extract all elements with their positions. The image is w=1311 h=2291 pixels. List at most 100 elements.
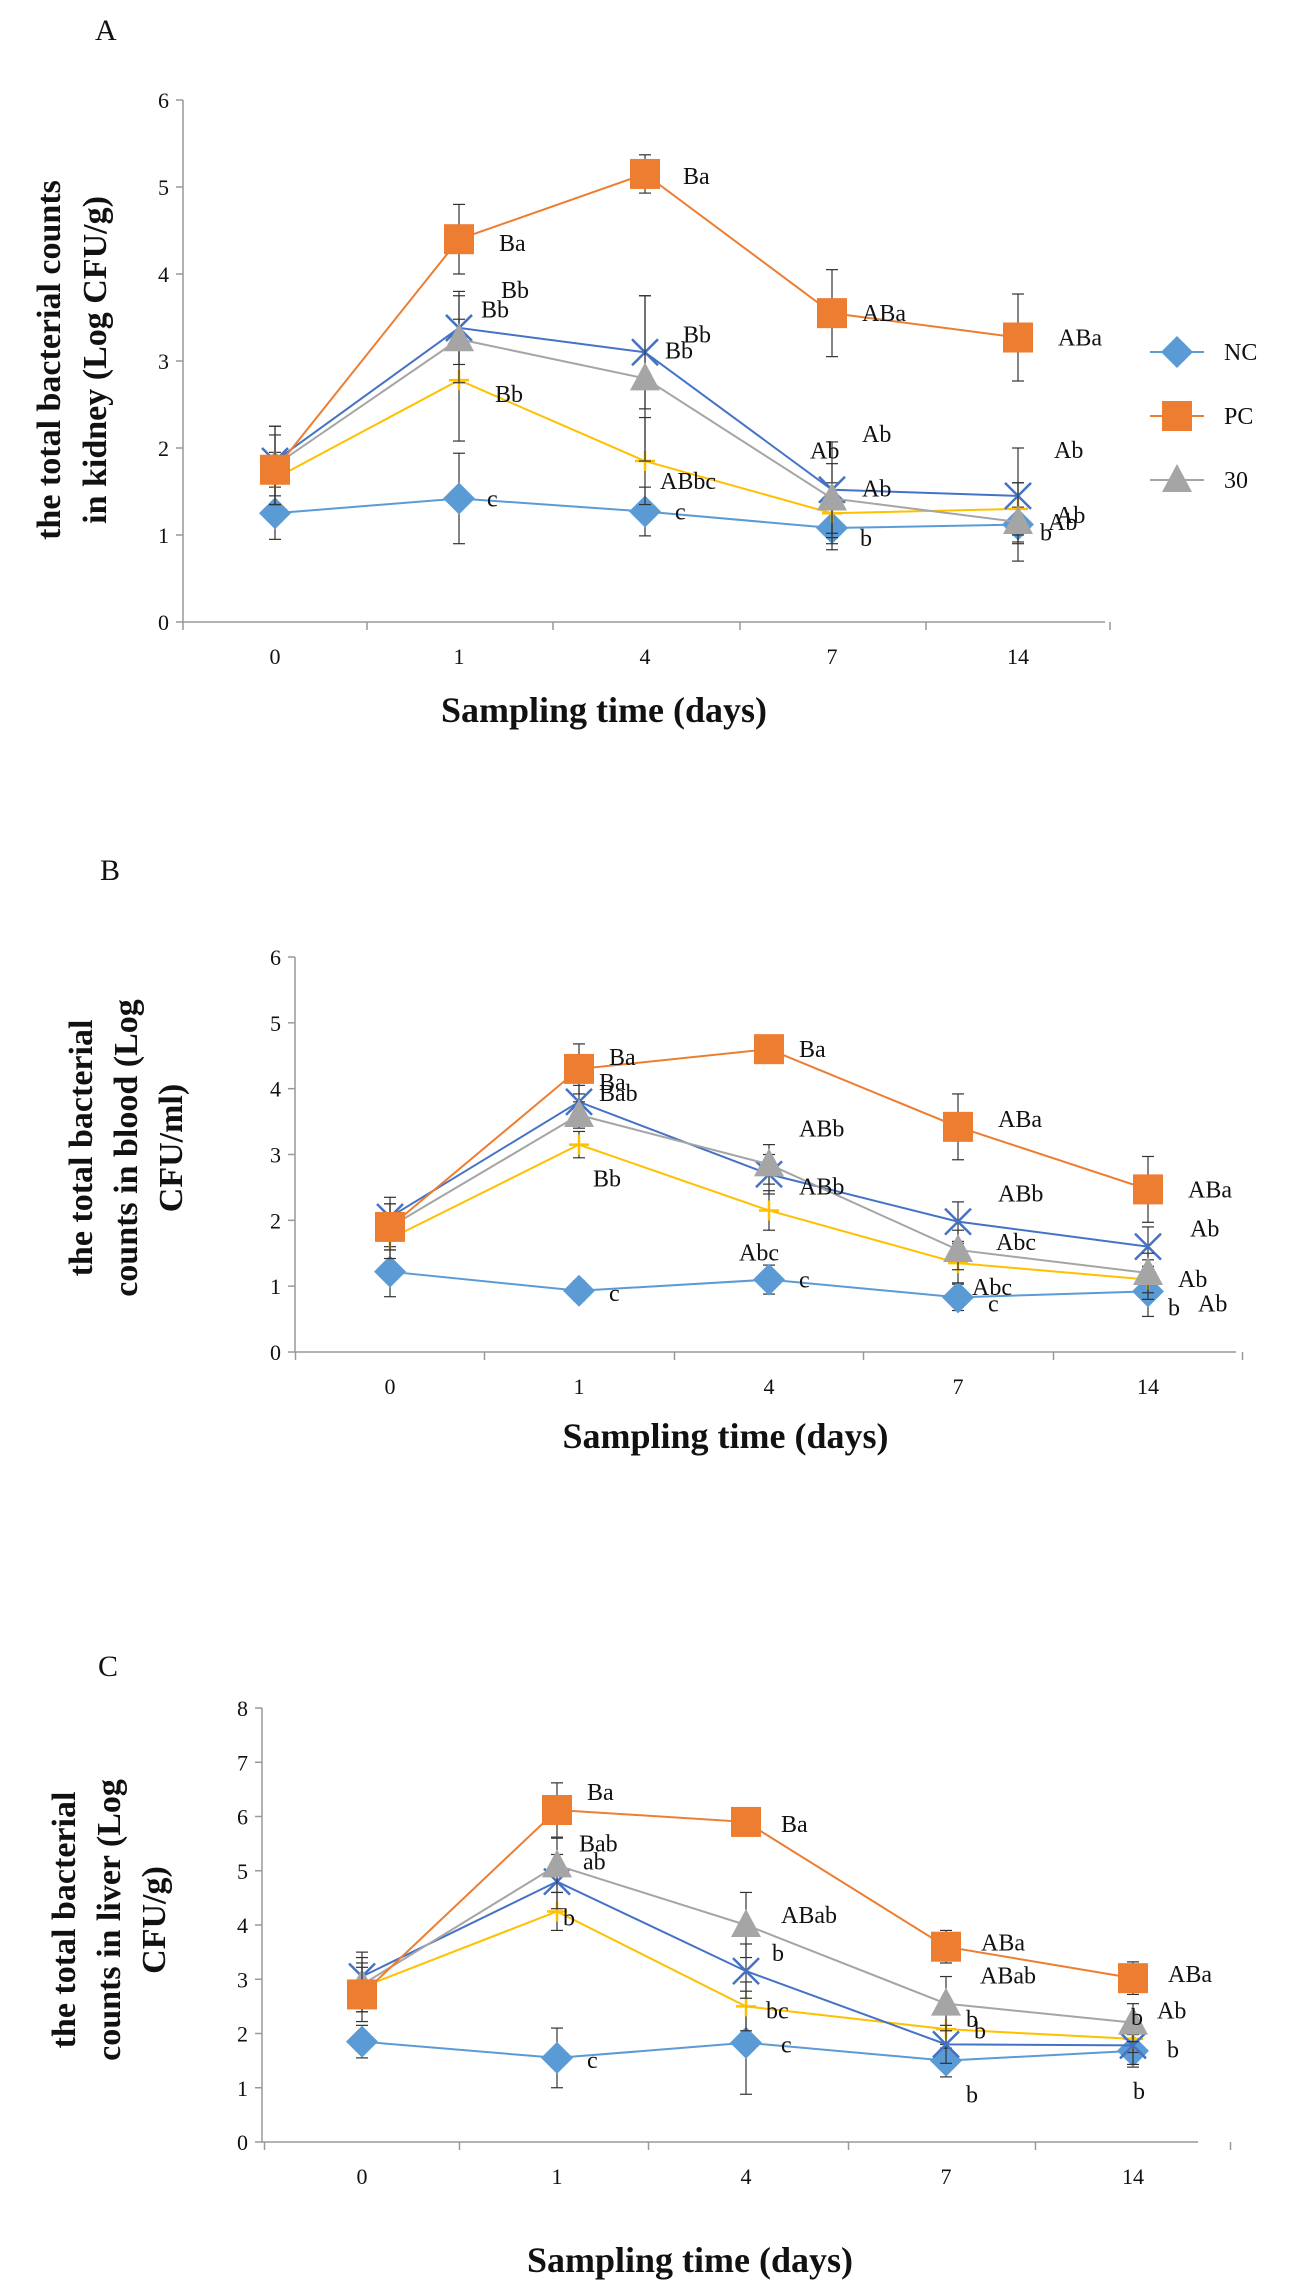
data-point bbox=[1133, 1174, 1163, 1205]
significance-label: Bb bbox=[495, 382, 523, 408]
data-point bbox=[630, 362, 660, 391]
x-tick-label: 7 bbox=[953, 1374, 964, 1399]
data-point bbox=[732, 1957, 760, 1985]
data-point bbox=[569, 1134, 589, 1155]
x-tick-label: 14 bbox=[1137, 1374, 1159, 1399]
significance-label: ABa bbox=[998, 1107, 1042, 1133]
x-axis-title: Sampling time (days) bbox=[527, 2240, 853, 2280]
y-tick-label: 6 bbox=[237, 1805, 248, 1830]
significance-label: Ab bbox=[862, 422, 891, 448]
significance-label: ABa bbox=[862, 301, 906, 327]
data-point bbox=[259, 497, 291, 530]
x-tick-label: 0 bbox=[357, 2164, 368, 2189]
y-tick-label: 2 bbox=[237, 2022, 248, 2047]
significance-label: Bb bbox=[593, 1167, 621, 1193]
series-1 bbox=[347, 1782, 1148, 2023]
y-tick-label: 2 bbox=[270, 1208, 281, 1233]
legend-marker bbox=[1162, 464, 1192, 492]
series-line bbox=[274, 172, 1019, 471]
significance-label: b bbox=[1167, 2037, 1179, 2063]
significance-label: b bbox=[966, 2083, 978, 2109]
significance-label: Bab bbox=[599, 1081, 638, 1107]
y-tick-label: 7 bbox=[237, 1750, 248, 1775]
significance-label: ABab bbox=[781, 1903, 837, 1929]
data-point bbox=[630, 158, 660, 189]
y-tick-label: 5 bbox=[237, 1859, 248, 1884]
legend: NC PC 30 bbox=[1150, 336, 1257, 494]
significance-label: Ab bbox=[1157, 1999, 1186, 2025]
significance-label: Ab bbox=[1190, 1217, 1219, 1243]
y-tick-label: 0 bbox=[270, 1340, 281, 1365]
significance-label: ABa bbox=[1058, 326, 1102, 352]
significance-label: c bbox=[988, 1291, 999, 1317]
y-tick-label: 3 bbox=[237, 1967, 248, 1992]
series-1 bbox=[375, 1034, 1163, 1251]
significance-label: ABa bbox=[981, 1931, 1025, 1957]
significance-label: b bbox=[772, 1941, 784, 1967]
panel-title: C bbox=[98, 1650, 118, 1683]
significance-label: Ba bbox=[609, 1045, 636, 1071]
data-point bbox=[753, 1263, 785, 1296]
y-tick-label: 0 bbox=[237, 2130, 248, 2155]
y-tick-label: 8 bbox=[237, 1696, 248, 1721]
series-line bbox=[274, 379, 1019, 515]
data-point bbox=[542, 1849, 572, 1878]
data-point bbox=[564, 1053, 594, 1084]
y-tick-label: 4 bbox=[270, 1077, 281, 1102]
data-point bbox=[629, 495, 661, 528]
y-tick-label: 6 bbox=[270, 945, 281, 970]
significance-label: Bb bbox=[665, 338, 693, 364]
y-tick-label: 5 bbox=[158, 175, 169, 200]
significance-label: b bbox=[1168, 1295, 1180, 1321]
data-point bbox=[564, 1099, 594, 1127]
data-point bbox=[931, 1931, 961, 1962]
significance-label: ABab bbox=[980, 1964, 1036, 1990]
significance-label: Ba bbox=[599, 1070, 626, 1096]
data-point bbox=[730, 2026, 762, 2059]
significance-label: Bab bbox=[579, 1831, 618, 1857]
panel-title: A bbox=[95, 14, 117, 47]
y-tick-label: 3 bbox=[270, 1143, 281, 1168]
x-tick-label: 7 bbox=[827, 644, 838, 669]
significance-label: Abc bbox=[996, 1230, 1036, 1256]
significance-label: Ab bbox=[1054, 438, 1083, 464]
significance-label: ABa bbox=[1168, 1962, 1212, 1988]
significance-label: Ba bbox=[499, 231, 526, 257]
series-2 bbox=[347, 1837, 1148, 2043]
data-point bbox=[1003, 505, 1033, 534]
data-point bbox=[563, 1274, 595, 1307]
y-axis-title-line: in kidney (Log CFU/g) bbox=[77, 196, 114, 524]
series-1 bbox=[260, 154, 1033, 506]
significance-label: ab bbox=[583, 1850, 606, 1876]
data-point bbox=[943, 1233, 973, 1262]
significance-label: Bb bbox=[481, 297, 509, 323]
significance-label: Ab bbox=[1198, 1292, 1227, 1318]
y-axis-title-line: counts in blood (Log bbox=[108, 999, 145, 1297]
data-point bbox=[932, 2030, 960, 2059]
significance-label: b bbox=[974, 2018, 986, 2044]
significance-label: c bbox=[799, 1268, 810, 1294]
data-point bbox=[1134, 1232, 1162, 1261]
data-point bbox=[754, 1034, 784, 1065]
significance-label: b bbox=[860, 526, 872, 552]
data-point bbox=[942, 1281, 974, 1314]
significance-label: ABb bbox=[799, 1174, 844, 1200]
series-0 bbox=[259, 452, 1034, 551]
significance-label: Abc bbox=[739, 1240, 779, 1266]
x-tick-label: 4 bbox=[741, 2164, 752, 2189]
data-point bbox=[346, 2025, 378, 2058]
significance-label: b bbox=[563, 1905, 575, 1931]
y-tick-label: 5 bbox=[270, 1011, 281, 1036]
significance-label: Ba bbox=[799, 1037, 826, 1063]
data-point bbox=[375, 1211, 405, 1242]
significance-label: c bbox=[487, 486, 498, 512]
data-point bbox=[944, 1207, 972, 1236]
data-point bbox=[374, 1255, 406, 1288]
data-point bbox=[943, 1111, 973, 1142]
significance-label: b bbox=[1040, 521, 1052, 547]
significance-label: Bb bbox=[683, 322, 711, 348]
x-tick-label: 7 bbox=[941, 2164, 952, 2189]
significance-label: Ba bbox=[683, 164, 710, 190]
data-point bbox=[1118, 1963, 1148, 1994]
